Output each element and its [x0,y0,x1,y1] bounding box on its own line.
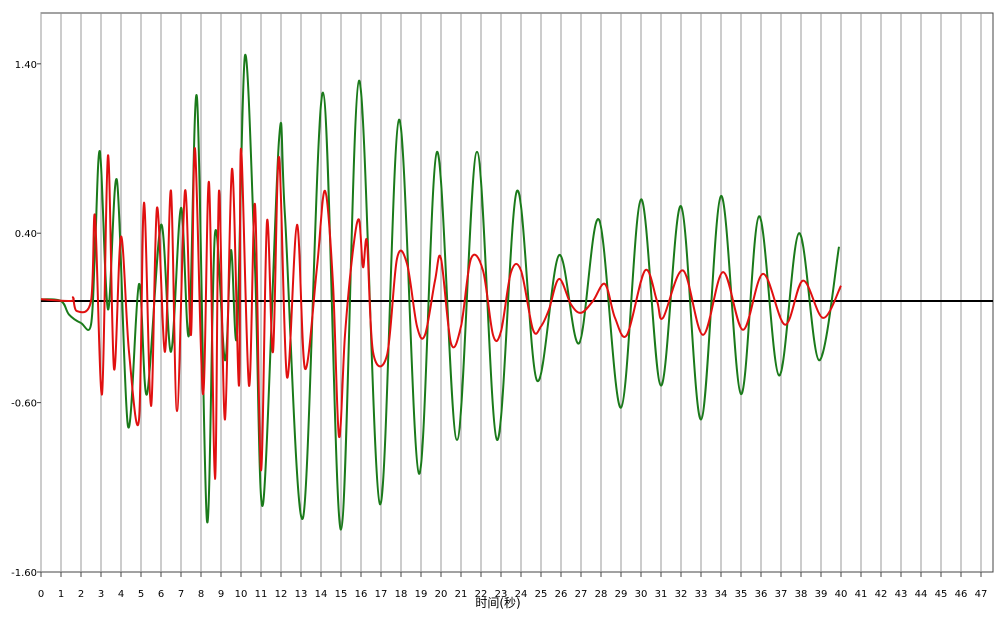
x-tick-label: 7 [178,589,184,600]
x-tick-label: 34 [715,589,728,600]
x-tick-label: 38 [795,589,808,600]
x-tick-label: 16 [355,589,368,600]
x-tick-label: 40 [835,589,848,600]
x-tick-label: 2 [78,589,84,600]
x-tick-label: 46 [955,589,968,600]
y-tick-label: -1.60 [11,568,37,579]
x-tick-label: 13 [295,589,308,600]
x-tick-label: 21 [455,589,468,600]
x-tick-label: 10 [235,589,248,600]
y-tick-label: 0.40 [15,229,37,240]
x-tick-label: 4 [118,589,124,600]
y-tick-label: -0.60 [11,399,37,410]
x-tick-label: 6 [158,589,164,600]
x-tick-label: 26 [555,589,568,600]
plot-frame [40,12,994,573]
x-tick-label: 8 [198,589,204,600]
x-tick-label: 12 [275,589,288,600]
x-tick-label: 37 [775,589,788,600]
x-tick-label: 47 [975,589,988,600]
x-axis-title: 时间(秒) [475,596,520,610]
x-tick-label: 15 [335,589,348,600]
x-tick-label: 28 [595,589,608,600]
x-tick-label: 29 [615,589,628,600]
x-tick-label: 0 [38,589,44,600]
x-tick-label: 9 [218,589,224,600]
x-tick-label: 3 [98,589,104,600]
x-tick-label: 5 [138,589,144,600]
x-tick-label: 33 [695,589,708,600]
x-tick-label: 20 [435,589,448,600]
y-tick-label: 1.40 [15,60,37,71]
x-tick-label: 30 [635,589,648,600]
x-tick-label: 17 [375,589,388,600]
x-tick-label: 24 [515,589,528,600]
x-tick-label: 39 [815,589,828,600]
series-line [40,54,840,531]
x-tick-label: 23 [495,589,508,600]
x-tick-label: 42 [875,589,888,600]
x-tick-label: 11 [255,589,268,600]
x-tick-label: 27 [575,589,588,600]
x-tick-label: 32 [675,589,688,600]
x-tick-label: 1 [58,589,64,600]
x-tick-label: 19 [415,589,428,600]
series-line [40,147,842,480]
x-tick-label: 31 [655,589,668,600]
x-tick-label: 41 [855,589,868,600]
x-tick-label: 25 [535,589,548,600]
x-tick-label: 22 [475,589,488,600]
x-tick-label: 43 [895,589,908,600]
x-tick-label: 44 [915,589,928,600]
x-tick-label: 14 [315,589,328,600]
x-tick-label: 45 [935,589,948,600]
x-tick-label: 36 [755,589,768,600]
x-tick-label: 35 [735,589,748,600]
x-tick-label: 18 [395,589,408,600]
